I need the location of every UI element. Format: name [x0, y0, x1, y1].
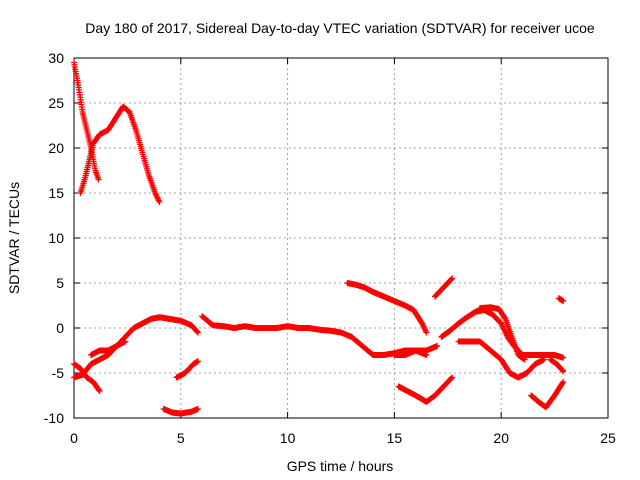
data-point — [540, 356, 547, 363]
satellite-arc — [391, 347, 430, 358]
data-point — [449, 374, 456, 381]
y-tick-label: 0 — [56, 320, 64, 336]
y-tick-label: -10 — [44, 410, 64, 426]
data-point — [95, 176, 102, 183]
satellite-arc — [173, 358, 201, 381]
data-points — [71, 59, 567, 417]
data-point — [448, 276, 455, 283]
y-axis-label: SDTVAR / TECUs — [6, 182, 22, 294]
satellite-arc — [160, 406, 201, 417]
data-point — [521, 356, 528, 363]
data-point — [95, 387, 102, 393]
data-point — [434, 343, 441, 349]
data-point — [194, 329, 201, 336]
satellite-arc — [77, 103, 163, 205]
y-tick-label: 30 — [48, 50, 64, 66]
axis-ticks: 0 5 10 15 20 25 -10 -5 0 5 10 15 20 25 30 — [44, 50, 616, 446]
data-point — [559, 367, 566, 374]
satellite-arc — [71, 314, 201, 381]
x-tick-label: 15 — [387, 430, 403, 446]
x-tick-label: 20 — [493, 430, 509, 446]
x-tick-label: 25 — [600, 430, 616, 446]
grid-lines — [74, 58, 608, 418]
data-point — [423, 352, 430, 358]
data-point — [423, 329, 430, 336]
data-point — [122, 338, 129, 345]
y-tick-label: 15 — [48, 185, 64, 201]
data-point — [194, 328, 201, 335]
data-point — [560, 354, 567, 361]
y-tick-label: 10 — [48, 230, 64, 246]
x-tick-label: 5 — [177, 430, 185, 446]
data-point — [194, 358, 201, 365]
satellite-arc — [528, 379, 567, 411]
y-tick-label: 25 — [48, 95, 64, 111]
satellite-arc — [395, 374, 456, 405]
chart-title: Day 180 of 2017, Sidereal Day-to-day VTE… — [85, 20, 595, 36]
satellite-arc — [476, 304, 528, 363]
x-tick-label: 0 — [70, 430, 78, 446]
data-point — [560, 368, 567, 375]
satellite-arc — [199, 313, 441, 358]
data-point — [449, 275, 456, 282]
satellite-arc — [547, 356, 567, 375]
data-point — [448, 375, 455, 382]
data-point — [96, 388, 103, 394]
satellite-arc — [555, 295, 567, 304]
data-point — [560, 298, 567, 304]
y-tick-label: 20 — [48, 140, 64, 156]
data-point — [194, 406, 201, 412]
y-tick-label: 5 — [56, 275, 64, 291]
data-point — [156, 199, 163, 205]
satellite-arc — [88, 338, 129, 358]
satellite-arc — [344, 280, 430, 336]
data-point — [560, 379, 567, 385]
satellite-arc — [455, 338, 547, 381]
y-tick-label: -5 — [52, 365, 65, 381]
satellite-arc — [431, 275, 456, 300]
series — [71, 59, 567, 417]
x-tick-label: 10 — [280, 430, 296, 446]
data-point — [559, 380, 566, 387]
x-axis-label: GPS time / hours — [287, 458, 394, 474]
